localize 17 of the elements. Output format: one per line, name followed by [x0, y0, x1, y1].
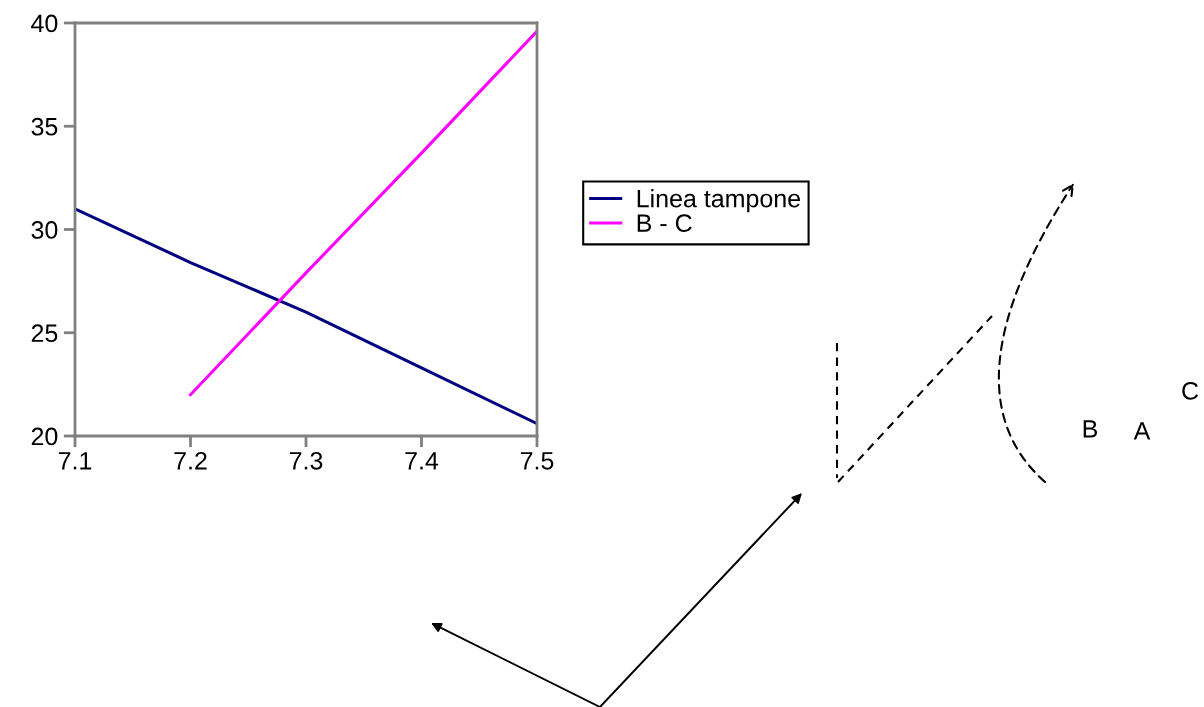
- y-tick-label: 25: [31, 324, 58, 343]
- y-tick-label: 40: [31, 14, 58, 33]
- line-series: [75, 207, 537, 426]
- legend-label: Linea tampone: [637, 189, 800, 213]
- line-series: [188, 29, 537, 397]
- text: A: [1133, 422, 1151, 440]
- text: C: [1182, 382, 1199, 400]
- y-tick-label: 35: [31, 117, 58, 136]
- x-tick-label: 7.2: [174, 451, 207, 470]
- x-tick-label: 7.4: [405, 452, 439, 470]
- x-tick-label: 7.1: [58, 452, 92, 470]
- y-tick-label: 20: [31, 427, 58, 446]
- y-tick-label: 30: [31, 221, 58, 239]
- legend-label: B - C: [637, 214, 692, 232]
- x-tick-label: 7.5: [520, 452, 554, 470]
- x-tick-label: 7.3: [289, 451, 323, 470]
- text: B: [1083, 420, 1098, 438]
